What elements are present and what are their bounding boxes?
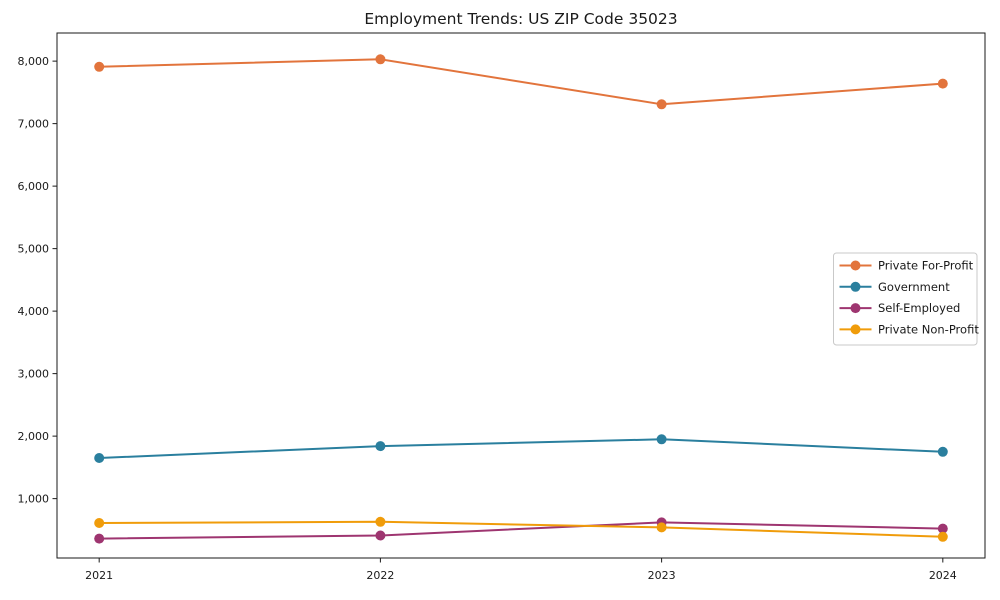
series-line-self-employed — [98, 521, 944, 540]
legend-marker-private-non-profit — [850, 324, 861, 335]
data-point-marker-government — [94, 453, 105, 463]
data-point-marker-private-for-profit — [937, 78, 948, 89]
x-axis-tick-label: 2021 — [85, 569, 113, 582]
data-point-marker-private-non-profit — [656, 522, 667, 533]
data-point-marker-government — [656, 434, 667, 445]
chart-title: Employment Trends: US ZIP Code 35023 — [364, 10, 677, 28]
plot-border — [56, 32, 986, 559]
data-point-marker-private-non-profit — [937, 531, 948, 542]
y-axis-tick-label: 3,000 — [18, 368, 50, 381]
legend-label-private-for-profit: Private For-Profit — [878, 259, 974, 273]
legend-marker-private-for-profit — [850, 260, 861, 271]
data-point-marker-private-for-profit — [656, 99, 667, 110]
data-point-marker-self-employed — [94, 533, 105, 544]
series-line-private-non-profit — [98, 520, 944, 538]
data-point-marker-self-employed — [375, 530, 386, 541]
x-axis-tick-label: 2023 — [648, 569, 676, 582]
data-point-marker-private-non-profit — [375, 516, 386, 527]
y-axis-tick-label: 5,000 — [18, 243, 50, 256]
data-point-marker-government — [375, 441, 386, 452]
x-axis-tick-label: 2022 — [366, 569, 394, 582]
legend-marker-government — [850, 281, 861, 292]
y-axis-tick-label: 6,000 — [18, 180, 50, 193]
data-point-marker-government — [937, 446, 948, 457]
data-point-marker-private-for-profit — [375, 54, 386, 65]
legend-label-self-employed: Self-Employed — [878, 301, 960, 315]
data-point-marker-self-employed — [937, 523, 948, 534]
y-axis-tick-label: 8,000 — [18, 55, 50, 68]
data-point-marker-private-non-profit — [94, 518, 105, 528]
y-axis-tick-label: 1,000 — [18, 493, 50, 506]
x-axis-tick-label: 2024 — [929, 569, 957, 582]
y-axis-tick-label: 2,000 — [18, 430, 50, 443]
y-axis-tick-label: 7,000 — [18, 118, 50, 131]
legend-marker-self-employed — [850, 303, 861, 314]
series-line-private-for-profit — [98, 58, 944, 106]
y-axis-tick-label: 4,000 — [18, 305, 50, 318]
series-line-government — [98, 438, 944, 459]
legend-label-private-non-profit: Private Non-Profit — [878, 322, 979, 336]
legend-label-government: Government — [878, 280, 950, 294]
legend-box — [833, 252, 978, 346]
data-point-marker-private-for-profit — [94, 61, 105, 72]
